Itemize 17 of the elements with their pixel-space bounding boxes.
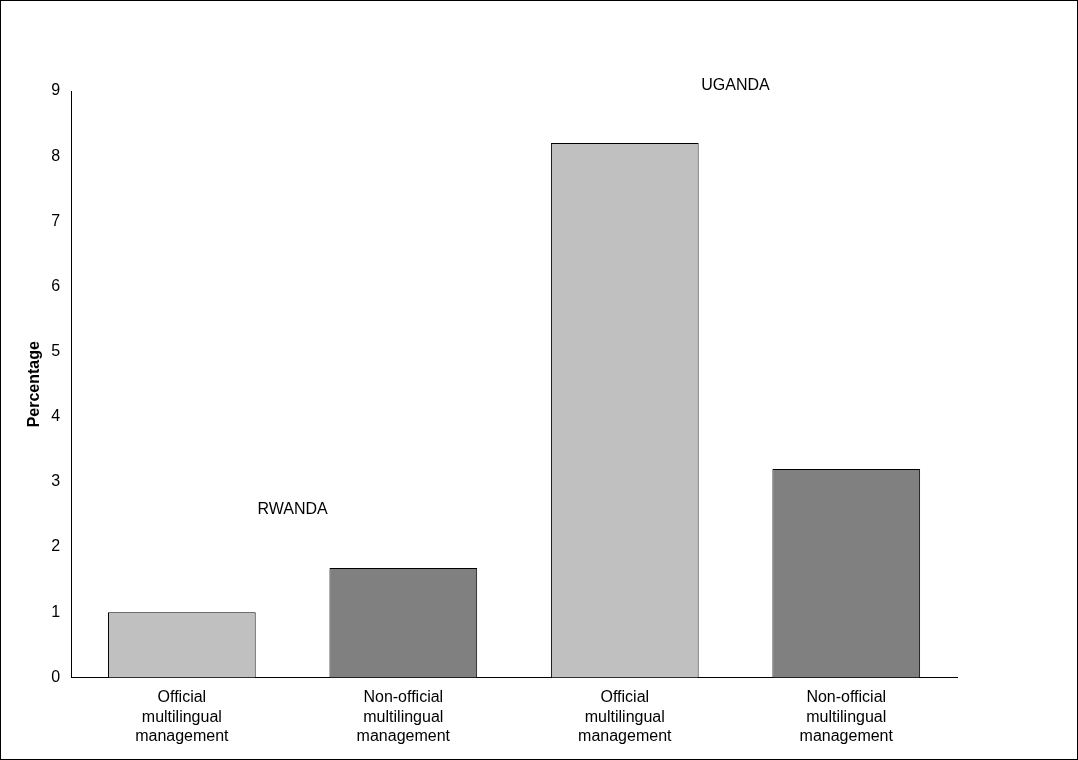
y-tick-label: 6 [51, 276, 61, 294]
y-tick-label: 8 [51, 146, 61, 164]
x-tick-label: Non-official multilingual management [356, 688, 451, 744]
y-axis-title: Percentage [25, 340, 43, 428]
y-tick-label: 1 [51, 602, 61, 620]
y-tick-label: 3 [51, 472, 61, 490]
y-tick-label: 4 [51, 407, 61, 425]
annotation: RWANDA [257, 500, 329, 518]
y-tick-label: 7 [51, 211, 61, 229]
y-tick-label: 9 [51, 81, 61, 99]
y-tick-label: 2 [51, 537, 61, 555]
x-tick-label: Official multilingual management [578, 688, 673, 744]
x-tick-label: Official multilingual management [135, 688, 230, 744]
annotation: UGANDA [701, 75, 771, 93]
x-tick-label: Non-official multilingual management [799, 688, 894, 744]
y-tick-label: 0 [51, 667, 61, 685]
y-tick-label: 5 [51, 342, 61, 360]
